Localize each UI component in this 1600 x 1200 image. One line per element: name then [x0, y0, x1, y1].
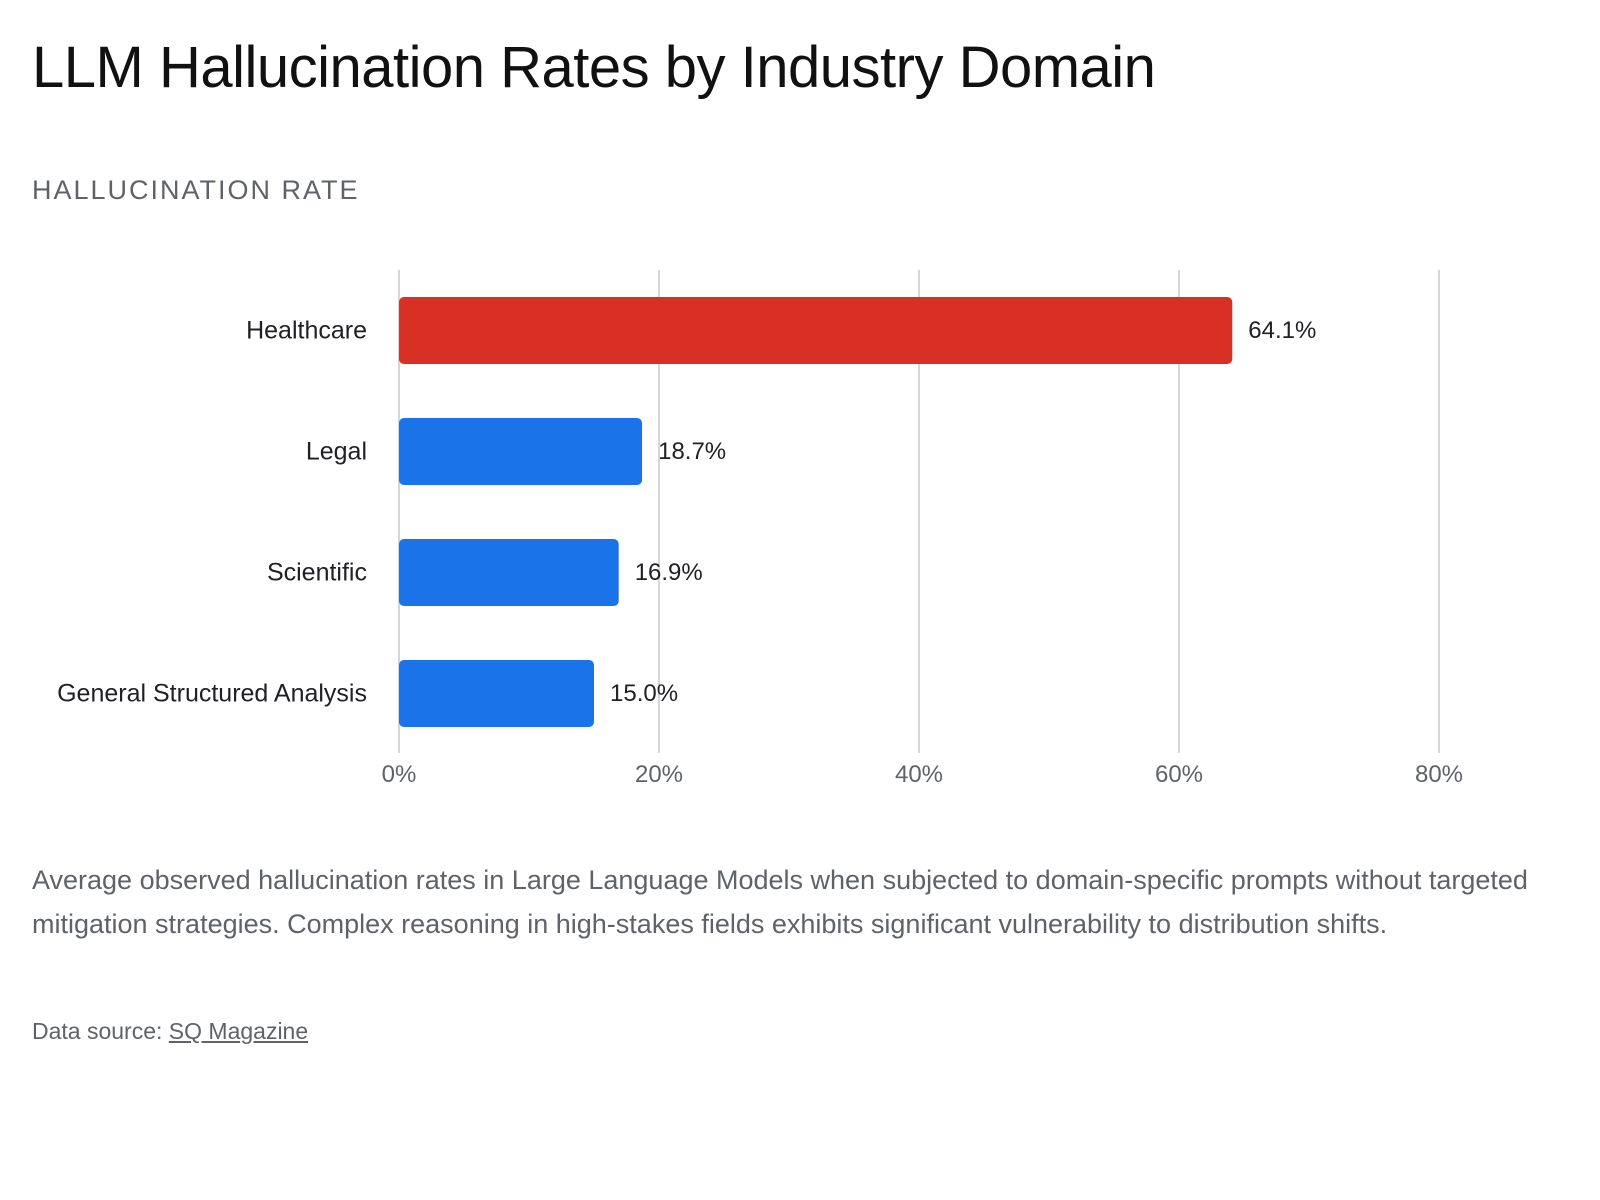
category-label: Scientific [267, 559, 367, 587]
data-source-link[interactable]: SQ Magazine [168, 1018, 309, 1044]
x-tick-label: 60% [1155, 761, 1203, 788]
data-label: 16.9% [635, 559, 703, 586]
data-label: 64.1% [1248, 317, 1316, 344]
data-label: 18.7% [658, 438, 726, 465]
bar [399, 539, 619, 606]
category-label: Legal [306, 438, 367, 466]
bar [399, 297, 1233, 364]
data-label: 15.0% [610, 680, 678, 707]
axis-caption: HALLUCINATION RATE [32, 175, 360, 205]
category-label: Healthcare [246, 317, 367, 345]
bar [399, 418, 643, 485]
chart-title: LLM Hallucination Rates by Industry Doma… [32, 35, 1156, 100]
data-source: Data source: SQ Magazine [32, 1015, 308, 1047]
x-tick-label: 80% [1415, 761, 1463, 788]
bar [399, 660, 594, 727]
chart-description: Average observed hallucination rates in … [32, 865, 1528, 939]
x-tick-label: 20% [635, 761, 683, 788]
category-label: General Structured Analysis [57, 680, 367, 708]
x-tick-label: 40% [895, 761, 943, 788]
x-tick-label: 0% [382, 761, 417, 788]
bar-chart: Healthcare 64.1% Legal 18.7% Scientific 16.9%… [57, 270, 1463, 788]
data-source-prefix: Data source: [32, 1018, 169, 1044]
